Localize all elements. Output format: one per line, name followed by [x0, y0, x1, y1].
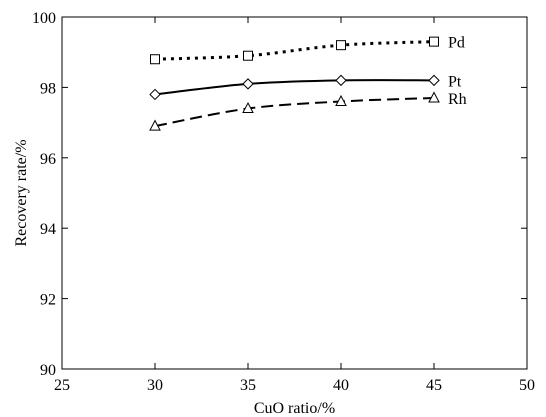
series-line-rh: [154, 96, 435, 128]
y-tick-label: 90: [40, 362, 56, 379]
x-tick-label: 45: [426, 377, 442, 394]
series-label-pt: Pt: [448, 73, 462, 90]
data-point-rh: [242, 101, 254, 114]
x-tick-label: 35: [240, 377, 256, 394]
series-line-pt: [154, 79, 435, 96]
y-axis-title: Recovery rate/%: [13, 139, 30, 246]
data-point-pd: [429, 36, 439, 47]
y-tick-label: 98: [40, 80, 56, 97]
y-tick-label: 100: [32, 10, 56, 27]
data-point-pt: [428, 74, 440, 87]
data-point-rh: [149, 119, 161, 131]
x-tick-label: 50: [519, 377, 535, 394]
x-tick-label: 30: [147, 377, 163, 394]
data-point-pt: [335, 74, 347, 87]
data-point-pd: [150, 54, 160, 65]
x-axis-title: CuO ratio/%: [254, 400, 335, 417]
series-rh: Rh: [149, 91, 467, 131]
x-axis: 25 30 35 40 45 50: [54, 17, 535, 394]
series-label-pd: Pd: [448, 35, 465, 52]
y-axis: 90 92 94 96 98 100: [32, 10, 527, 379]
data-point-pt: [149, 88, 161, 101]
data-point-pd: [243, 50, 253, 61]
plot-border: [61, 16, 528, 370]
data-point-pd: [336, 40, 346, 51]
series-pd: Pd: [150, 35, 465, 65]
series-line-pd: [154, 40, 435, 61]
data-point-rh: [335, 94, 347, 106]
y-tick-label: 94: [40, 221, 56, 238]
data-point-pt: [242, 78, 254, 90]
series-label-rh: Rh: [448, 91, 467, 108]
x-tick-label: 40: [333, 377, 349, 394]
y-tick-label: 92: [40, 292, 56, 309]
y-tick-label: 96: [40, 151, 56, 168]
x-tick-label: 25: [54, 377, 70, 394]
series-pt: Pt: [149, 73, 462, 101]
plot-frame: [61, 16, 528, 370]
data-point-rh: [428, 91, 440, 103]
